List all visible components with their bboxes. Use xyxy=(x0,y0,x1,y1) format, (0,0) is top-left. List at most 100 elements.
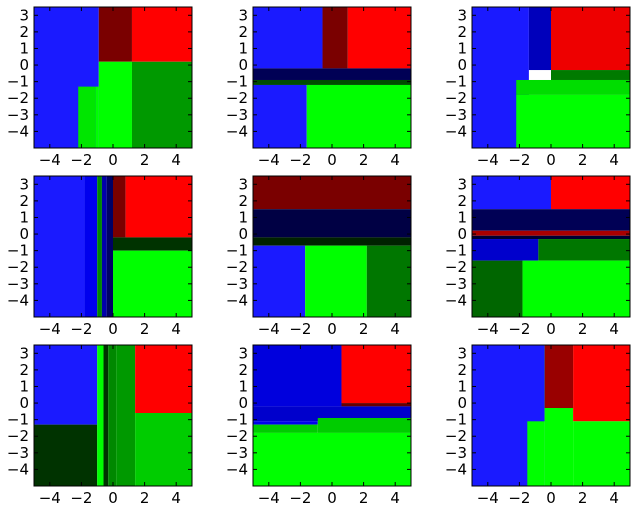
y-tick-label: −4 xyxy=(226,460,248,478)
y-tick-label: 3 xyxy=(457,6,467,24)
y-tick-label: −3 xyxy=(445,106,467,124)
y-tick-label: −2 xyxy=(226,258,248,276)
y-tick-label: 1 xyxy=(19,377,29,395)
x-tick-label: −2 xyxy=(70,489,92,507)
y-tick-label: −4 xyxy=(7,460,29,478)
y-tick-label: 0 xyxy=(457,225,467,243)
region-3 xyxy=(253,237,411,246)
region-6 xyxy=(472,239,539,261)
region-8 xyxy=(113,237,192,251)
y-tick-label: −1 xyxy=(226,411,248,429)
decision-regions xyxy=(34,7,192,148)
region-4 xyxy=(551,70,630,80)
region-5 xyxy=(106,176,113,317)
y-tick-label: −1 xyxy=(445,242,467,260)
x-tick-label: −2 xyxy=(289,151,311,169)
y-tick-label: 2 xyxy=(457,361,467,379)
x-tick-label: 4 xyxy=(171,151,181,169)
y-tick-label: −1 xyxy=(445,411,467,429)
region-2 xyxy=(527,421,545,486)
decision-regions xyxy=(472,345,630,486)
region-6 xyxy=(366,245,411,317)
x-tick-label: −2 xyxy=(508,489,530,507)
y-tick-label: 3 xyxy=(19,6,29,24)
x-tick-label: 2 xyxy=(359,489,369,507)
region-6 xyxy=(116,345,136,486)
decision-regions xyxy=(472,176,630,317)
x-tick-label: 0 xyxy=(546,489,556,507)
y-tick-label: −2 xyxy=(7,427,29,445)
region-3 xyxy=(97,176,102,317)
region-7 xyxy=(131,61,192,148)
y-tick-label: −1 xyxy=(445,73,467,91)
y-tick-label: −2 xyxy=(445,258,467,276)
region-7 xyxy=(125,176,192,238)
y-tick-label: 3 xyxy=(457,344,467,362)
region-4 xyxy=(103,345,109,486)
decision-regions xyxy=(34,176,192,317)
y-tick-label: −3 xyxy=(7,275,29,293)
region-1 xyxy=(253,7,323,69)
x-tick-label: −2 xyxy=(289,489,311,507)
x-tick-label: −4 xyxy=(477,151,499,169)
region-1 xyxy=(34,176,85,317)
region-7 xyxy=(253,424,318,433)
region-6 xyxy=(317,417,411,433)
region-8 xyxy=(253,432,411,486)
y-tick-label: −3 xyxy=(226,275,248,293)
region-6 xyxy=(113,176,126,238)
x-tick-label: 2 xyxy=(359,320,369,338)
region-5 xyxy=(95,86,99,148)
y-tick-label: 0 xyxy=(457,56,467,74)
region-7 xyxy=(538,239,630,261)
y-tick-label: 0 xyxy=(238,394,248,412)
y-tick-label: 0 xyxy=(19,394,29,412)
region-4 xyxy=(101,176,107,317)
region-7 xyxy=(306,84,411,148)
x-tick-label: 2 xyxy=(140,489,150,507)
region-4 xyxy=(253,245,306,317)
y-tick-label: 2 xyxy=(457,23,467,41)
region-2 xyxy=(34,424,98,486)
y-tick-label: 0 xyxy=(238,56,248,74)
x-tick-label: 0 xyxy=(546,320,556,338)
y-tick-label: 3 xyxy=(238,6,248,24)
region-2 xyxy=(98,7,132,62)
region-9 xyxy=(113,250,192,317)
y-tick-label: −4 xyxy=(445,291,467,309)
y-tick-label: −2 xyxy=(7,89,29,107)
y-tick-label: 0 xyxy=(457,394,467,412)
y-tick-label: 1 xyxy=(457,377,467,395)
y-tick-label: −1 xyxy=(7,411,29,429)
y-tick-label: −2 xyxy=(445,427,467,445)
x-tick-label: 0 xyxy=(327,151,337,169)
x-tick-label: −2 xyxy=(70,151,92,169)
region-3 xyxy=(131,7,192,62)
region-5 xyxy=(108,345,117,486)
region-3 xyxy=(472,209,630,231)
x-tick-label: −2 xyxy=(508,151,530,169)
x-tick-label: 4 xyxy=(609,320,619,338)
region-6 xyxy=(516,94,630,148)
region-5 xyxy=(305,245,367,317)
region-3 xyxy=(341,403,411,407)
y-tick-label: −3 xyxy=(7,444,29,462)
x-tick-label: 0 xyxy=(546,151,556,169)
y-tick-label: 2 xyxy=(238,23,248,41)
region-6 xyxy=(253,84,307,148)
region-2 xyxy=(341,345,411,404)
y-tick-label: 0 xyxy=(238,225,248,243)
x-tick-label: 4 xyxy=(609,151,619,169)
x-tick-label: −4 xyxy=(258,489,280,507)
x-tick-label: −4 xyxy=(258,320,280,338)
region-8 xyxy=(135,413,192,486)
region-2 xyxy=(551,176,630,210)
region-4 xyxy=(544,345,574,409)
decision-regions xyxy=(34,345,192,486)
y-tick-label: −3 xyxy=(445,444,467,462)
y-tick-label: −1 xyxy=(7,242,29,260)
